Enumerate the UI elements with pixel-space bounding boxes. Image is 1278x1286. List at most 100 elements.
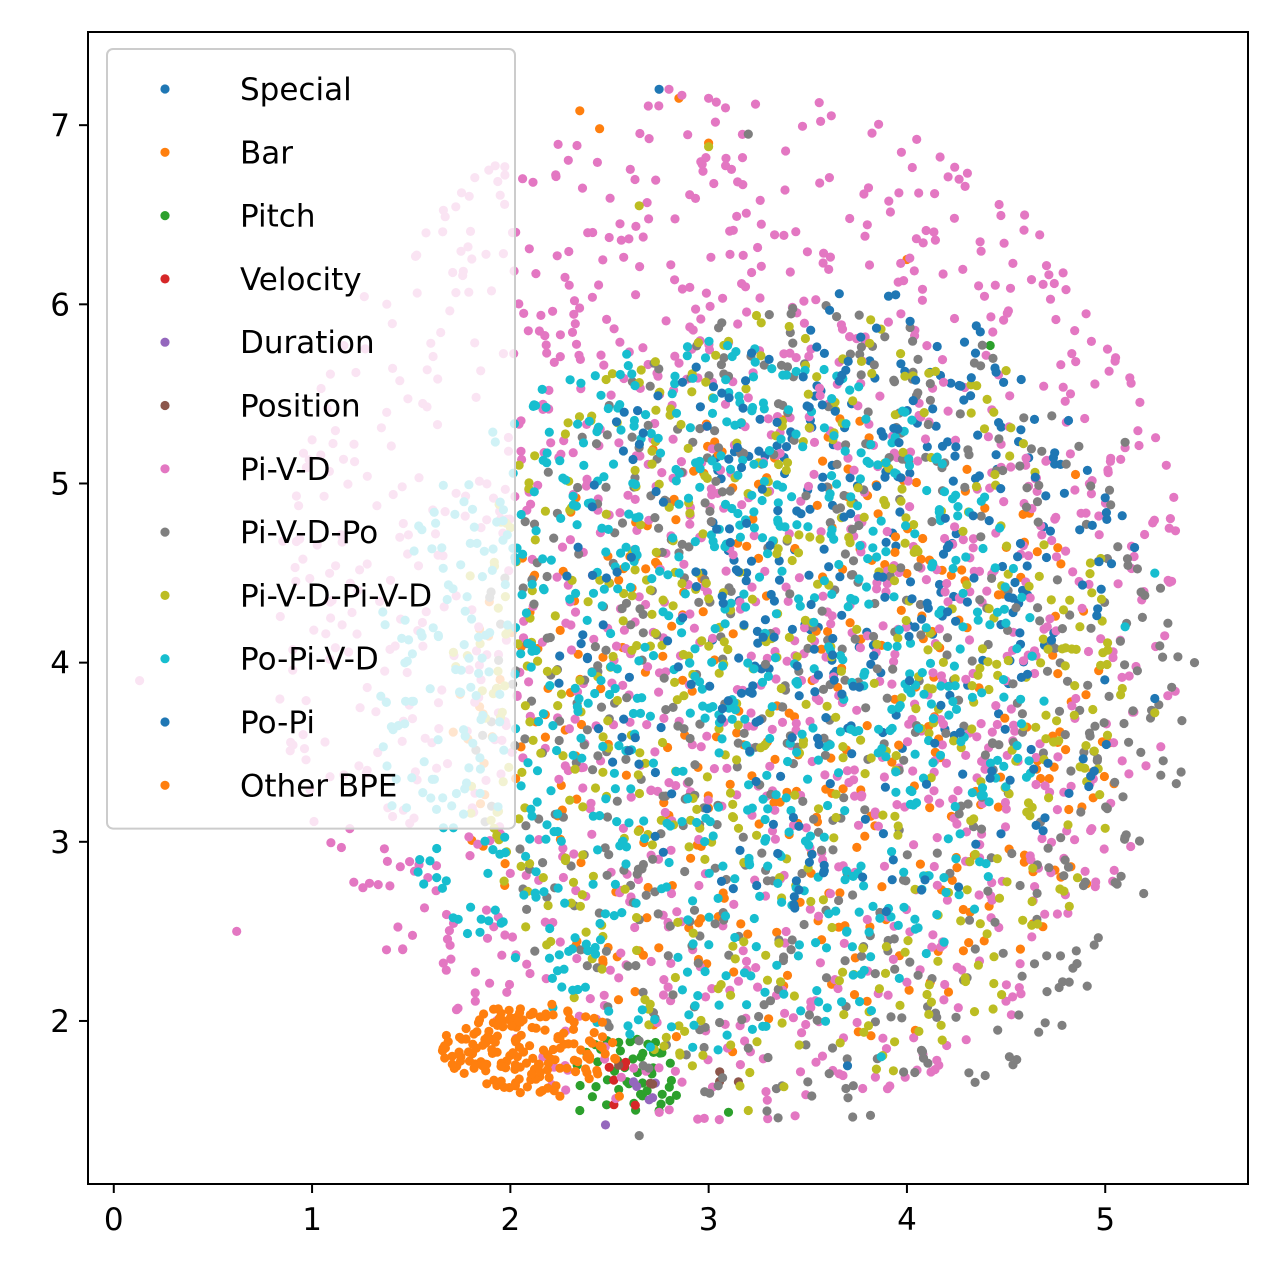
data-point: [976, 511, 986, 521]
data-point: [969, 1007, 980, 1017]
data-point: [654, 523, 664, 533]
data-point: [735, 1081, 745, 1091]
data-point: [756, 261, 766, 271]
data-point: [948, 794, 958, 804]
data-point: [946, 378, 956, 388]
data-point: [728, 225, 738, 235]
data-point: [1018, 915, 1028, 925]
data-point: [894, 740, 904, 750]
data-point: [776, 434, 786, 444]
data-point: [819, 576, 830, 586]
data-point: [777, 897, 787, 907]
legend-marker: [160, 400, 170, 411]
data-point: [690, 760, 700, 770]
data-point: [738, 832, 748, 842]
data-point: [948, 476, 958, 486]
data-point: [781, 926, 791, 937]
data-point: [695, 677, 705, 687]
series-pi-v-d: [135, 84, 1181, 1125]
data-point: [1068, 567, 1078, 577]
data-point: [950, 674, 960, 684]
data-point: [619, 714, 629, 724]
data-point: [782, 656, 792, 666]
data-point: [455, 1032, 465, 1042]
data-point: [792, 747, 802, 757]
data-point: [860, 769, 870, 779]
data-point: [866, 952, 876, 962]
data-point: [1163, 618, 1173, 628]
data-point: [698, 166, 708, 176]
data-point: [447, 1059, 457, 1069]
data-point: [619, 252, 629, 262]
data-point: [795, 601, 805, 611]
data-point: [1039, 624, 1049, 634]
data-point: [888, 664, 898, 674]
data-point: [1005, 775, 1015, 785]
data-point: [704, 868, 714, 878]
data-point: [596, 702, 607, 712]
data-point: [686, 679, 696, 690]
data-point: [713, 893, 723, 904]
data-point: [516, 446, 526, 456]
data-point: [990, 469, 1000, 480]
data-point: [938, 377, 949, 387]
data-point: [756, 318, 766, 328]
data-point: [866, 439, 876, 450]
data-point: [326, 838, 336, 848]
data-point: [673, 721, 683, 731]
data-point: [904, 454, 914, 464]
data-point: [947, 875, 957, 886]
data-point: [619, 625, 630, 635]
data-point: [804, 1010, 815, 1020]
data-point: [550, 611, 560, 621]
data-point: [826, 529, 836, 540]
data-point: [883, 291, 894, 301]
data-point: [734, 653, 744, 663]
data-point: [633, 1015, 644, 1025]
data-point: [985, 340, 995, 351]
data-point: [1064, 788, 1074, 799]
data-point: [1065, 389, 1076, 399]
data-point: [951, 616, 961, 626]
data-point: [632, 913, 642, 923]
data-point: [1074, 441, 1084, 451]
data-point: [585, 994, 595, 1004]
data-point: [905, 316, 915, 326]
data-point: [751, 776, 761, 787]
data-point: [487, 1045, 497, 1055]
data-point: [1040, 781, 1050, 791]
data-point: [797, 729, 807, 739]
data-point: [673, 662, 683, 672]
data-point: [905, 468, 915, 478]
data-point: [915, 859, 926, 869]
data-point: [665, 1095, 675, 1106]
data-point: [1065, 449, 1075, 459]
data-point: [588, 570, 598, 580]
data-point: [519, 308, 529, 318]
data-point: [589, 1028, 599, 1038]
data-point: [1117, 756, 1127, 766]
data-point: [622, 349, 632, 359]
data-point: [968, 511, 978, 521]
data-point: [683, 915, 693, 925]
data-point: [980, 750, 991, 760]
data-point: [1087, 588, 1097, 598]
data-point: [631, 290, 641, 300]
data-point: [1086, 481, 1096, 491]
data-point: [595, 1041, 605, 1051]
data-point: [589, 480, 599, 490]
series-other-bpe: [437, 999, 625, 1101]
data-point: [793, 548, 804, 558]
data-point: [542, 820, 552, 830]
data-point: [728, 941, 738, 951]
data-point: [542, 1065, 553, 1075]
data-point: [949, 213, 960, 223]
data-point: [1139, 888, 1149, 899]
data-point: [866, 1031, 876, 1041]
data-point: [798, 442, 808, 452]
data-point: [685, 190, 695, 200]
data-point: [833, 682, 843, 693]
data-point: [786, 945, 796, 955]
data-point: [683, 794, 693, 804]
data-point: [1117, 683, 1127, 694]
